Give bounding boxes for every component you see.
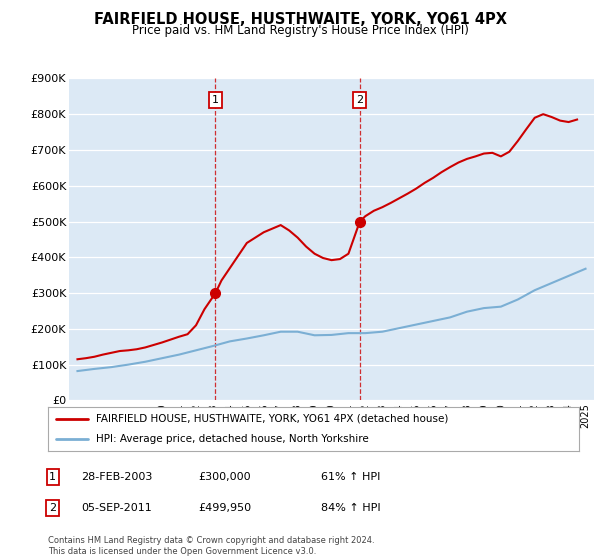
Text: 1: 1	[212, 95, 219, 105]
Text: 2: 2	[49, 503, 56, 513]
Text: Contains HM Land Registry data © Crown copyright and database right 2024.
This d: Contains HM Land Registry data © Crown c…	[48, 536, 374, 556]
Text: £499,950: £499,950	[198, 503, 251, 513]
Text: 28-FEB-2003: 28-FEB-2003	[81, 472, 152, 482]
Text: FAIRFIELD HOUSE, HUSTHWAITE, YORK, YO61 4PX: FAIRFIELD HOUSE, HUSTHWAITE, YORK, YO61 …	[94, 12, 506, 27]
Text: Price paid vs. HM Land Registry's House Price Index (HPI): Price paid vs. HM Land Registry's House …	[131, 24, 469, 36]
Text: 2: 2	[356, 95, 364, 105]
Text: 05-SEP-2011: 05-SEP-2011	[81, 503, 152, 513]
Text: HPI: Average price, detached house, North Yorkshire: HPI: Average price, detached house, Nort…	[96, 434, 368, 444]
Text: 84% ↑ HPI: 84% ↑ HPI	[321, 503, 380, 513]
Text: FAIRFIELD HOUSE, HUSTHWAITE, YORK, YO61 4PX (detached house): FAIRFIELD HOUSE, HUSTHWAITE, YORK, YO61 …	[96, 414, 448, 424]
Text: £300,000: £300,000	[198, 472, 251, 482]
Text: 1: 1	[49, 472, 56, 482]
Text: 61% ↑ HPI: 61% ↑ HPI	[321, 472, 380, 482]
